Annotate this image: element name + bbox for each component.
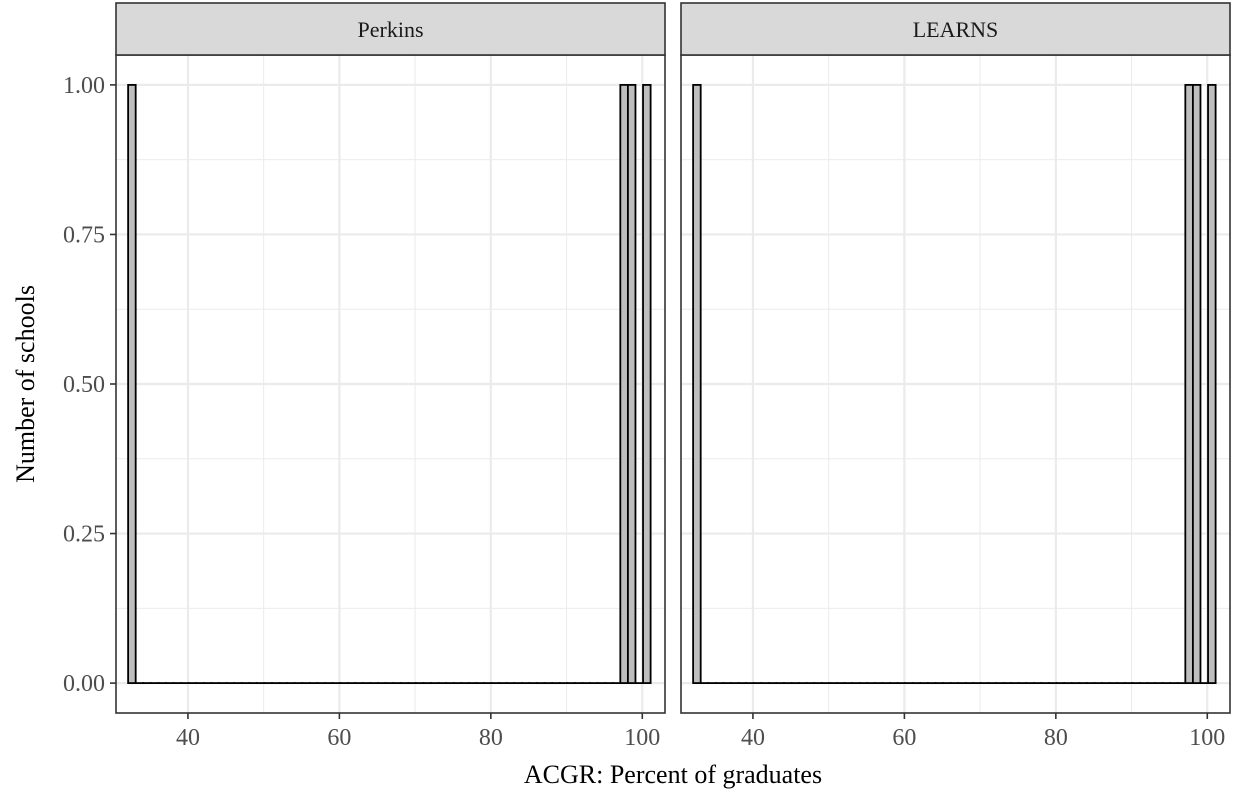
histogram-bar: [1191, 84, 1202, 684]
x-tick-label: 100: [624, 725, 660, 751]
y-axis: 0.00 0.25 0.50 0.75 1.00: [63, 73, 116, 697]
facet-strip-label: Perkins: [358, 17, 424, 42]
histogram-bar: [127, 84, 137, 684]
facet-strip-label: LEARNS: [913, 17, 999, 42]
y-tick-label: 0.75: [63, 222, 105, 248]
facet-panels: Perkins 40 60 80 100 LEARNS 40 60 80 100: [115, 2, 1231, 751]
x-tick-label: 80: [479, 725, 503, 751]
facet-panel-learns: LEARNS 40 60 80 100: [680, 2, 1231, 751]
histogram-bar: [626, 84, 637, 684]
x-axis-title: ACGR: Percent of graduates: [524, 760, 822, 789]
histogram-bar: [1207, 84, 1217, 684]
facet-strip: [680, 2, 1231, 56]
histogram-bar: [642, 84, 652, 684]
x-tick-label: 80: [1044, 725, 1068, 751]
y-tick-label: 0.25: [63, 522, 105, 548]
histogram-bars: [127, 84, 652, 685]
facet-panel-perkins: Perkins 40 60 80 100: [115, 2, 666, 751]
x-tick-label: 40: [176, 725, 200, 751]
x-tick-label: 40: [741, 725, 765, 751]
y-tick-label: 0.50: [63, 372, 105, 398]
histogram-bar: [1184, 84, 1194, 684]
histogram-bar: [619, 84, 629, 684]
y-axis-title: Number of schools: [11, 285, 40, 483]
y-tick-label: 0.00: [63, 671, 105, 697]
x-tick-label: 100: [1189, 725, 1225, 751]
histogram-bars: [692, 84, 1217, 685]
x-tick-label: 60: [892, 725, 916, 751]
x-tick-label: 60: [327, 725, 351, 751]
histogram-bar: [692, 84, 702, 684]
facet-strip: [115, 2, 666, 56]
y-tick-label: 1.00: [63, 73, 105, 99]
